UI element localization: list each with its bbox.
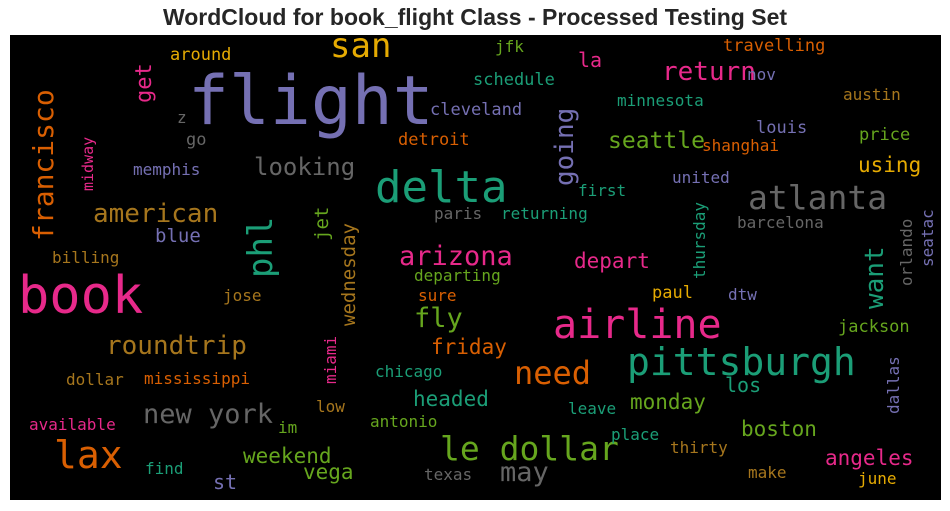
word-blue: blue [155,225,201,247]
word-jfk: jfk [495,37,524,56]
word-le-dollar: le dollar [440,429,619,468]
word-minnesota: minnesota [617,91,704,110]
word-vega: vega [303,460,354,484]
word-price: price [859,125,911,145]
word-new-york: new york [143,399,274,430]
word-roundtrip: roundtrip [106,331,247,361]
word-departing: departing [414,266,501,285]
word-jet: jet [311,206,333,241]
word-thursday: thursday [690,201,709,279]
word-los: los [725,373,762,397]
word-mississippi: mississippi [144,369,250,388]
word-boston: boston [741,417,817,441]
word-pittsburgh: pittsburgh [627,340,856,384]
word-get: get [132,63,157,103]
word-want: want [860,246,890,309]
word-memphis: memphis [133,160,201,179]
word-texas: texas [424,465,473,484]
word-z: z [177,108,187,127]
word-make: make [748,463,787,482]
word-depart: depart [574,249,650,273]
word-chicago: chicago [375,362,443,381]
word-travelling: travelling [723,36,826,56]
word-airline: airline [553,302,722,348]
word-available: available [29,415,116,434]
word-arizona: arizona [399,241,513,272]
word-phl: phl [241,216,281,278]
word-francisco: francisco [27,89,60,241]
chart-title: WordCloud for book_flight Class - Proces… [162,4,788,30]
word-dallas: dallas [884,356,903,414]
word-monday: monday [630,390,706,414]
word-friday: friday [431,335,507,359]
word-lax: lax [54,433,123,477]
word-barcelona: barcelona [737,213,824,232]
word-st: st [213,470,238,494]
word-seatac: seatac [918,209,937,267]
word-san: san [330,35,392,66]
word-paris: paris [434,204,483,223]
word-shanghai: shanghai [702,136,780,155]
word-book: book [18,266,144,326]
word-paul: paul [652,283,693,303]
word-delta: delta [375,162,508,213]
word-sure: sure [418,286,457,305]
word-using: using [858,153,922,177]
word-looking: looking [254,153,356,181]
word-schedule: schedule [473,70,555,90]
word-june: june [858,469,897,488]
word-austin: austin [843,85,901,104]
word-headed: headed [413,387,489,411]
word-jackson: jackson [838,317,910,337]
word-may: may [500,457,549,488]
word-flight: flight [188,62,434,141]
word-american: american [93,199,219,229]
word-cleveland: cleveland [430,100,523,120]
word-going: going [550,107,580,186]
word-antonio: antonio [370,412,438,431]
word-la: la [578,48,603,72]
word-weekend: weekend [243,444,332,468]
word-thirty: thirty [670,438,728,457]
word-around: around [170,45,232,65]
word-first: first [578,181,627,200]
word-leave: leave [568,399,617,418]
word-seattle: seattle [608,128,705,154]
word-place: place [611,425,660,444]
word-cloud: flight book delta airline pittsburgh san lax le… [10,35,941,500]
word-find: find [145,459,184,478]
word-im: im [278,418,298,437]
word-return: return [662,57,756,87]
word-wednesday: wednesday [338,223,360,326]
word-low: low [316,397,345,416]
word-atlanta: atlanta [748,178,888,217]
word-fly: fly [414,303,463,334]
word-midway: midway [79,136,97,191]
word-billing: billing [52,248,120,267]
word-dollar: dollar [66,370,124,389]
word-dtw: dtw [728,285,757,304]
word-need: need [514,354,592,392]
word-go: go [186,130,207,150]
word-jose: jose [223,286,262,305]
word-nov: nov [747,65,776,84]
word-detroit: detroit [398,130,470,150]
word-united: united [672,168,730,187]
word-angeles: angeles [825,446,914,470]
word-miami: miami [321,335,340,384]
word-returning: returning [501,204,588,223]
word-louis: louis [756,118,808,138]
word-orlando: orlando [897,218,916,286]
